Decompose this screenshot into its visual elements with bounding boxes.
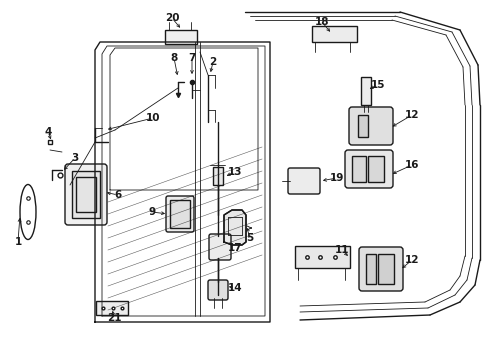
Bar [294,246,349,268]
Polygon shape [224,210,245,245]
Text: 7: 7 [188,53,195,63]
Text: 11: 11 [334,245,348,255]
Text: 21: 21 [106,313,121,323]
Text: 19: 19 [329,173,344,183]
Bar [164,30,197,44]
Text: 4: 4 [44,127,52,137]
Bar [213,167,223,185]
Bar [360,77,370,105]
Text: 6: 6 [114,190,122,200]
Text: 1: 1 [14,237,21,247]
FancyBboxPatch shape [208,234,230,260]
Bar [367,156,383,182]
Bar [377,254,393,284]
Text: 9: 9 [148,207,155,217]
Text: 17: 17 [227,243,242,253]
Text: 20: 20 [164,13,179,23]
Text: 12: 12 [404,110,418,120]
Bar [170,200,190,228]
Text: 16: 16 [404,160,418,170]
Bar [96,301,128,315]
Text: 3: 3 [71,153,79,163]
FancyBboxPatch shape [287,168,319,194]
Text: 18: 18 [314,17,328,27]
Text: 14: 14 [227,283,242,293]
Text: 10: 10 [145,113,160,123]
Bar [357,115,367,137]
FancyBboxPatch shape [165,196,194,232]
FancyBboxPatch shape [358,247,402,291]
Text: 13: 13 [227,167,242,177]
Text: 5: 5 [246,233,253,243]
FancyBboxPatch shape [345,150,392,188]
Bar [365,254,375,284]
FancyBboxPatch shape [348,107,392,145]
FancyBboxPatch shape [207,280,227,300]
Text: 2: 2 [209,57,216,67]
Bar [72,171,100,218]
Bar [76,177,96,212]
Bar [351,156,365,182]
FancyBboxPatch shape [65,164,107,225]
Text: 8: 8 [170,53,177,63]
Text: 15: 15 [370,80,385,90]
Bar [311,26,356,42]
Text: 12: 12 [404,255,418,265]
